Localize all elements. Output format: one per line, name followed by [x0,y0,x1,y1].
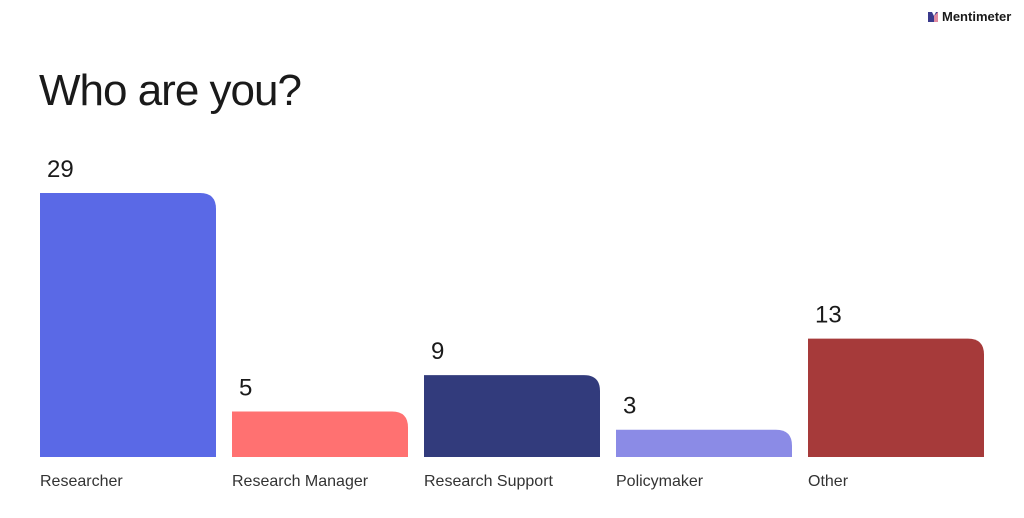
x-tick-label: Other [808,473,849,490]
brand: Mentimeter [942,9,1011,24]
bar [40,193,216,457]
chart-title: Who are you? [39,66,301,115]
bar [616,429,792,457]
x-tick-label: Policymaker [616,473,704,490]
value-label: 5 [239,374,252,401]
value-label: 3 [623,393,636,420]
bar [808,338,984,457]
x-tick-label: Research Manager [232,473,369,490]
x-tick-label: Researcher [40,473,123,490]
brand-logo [928,12,938,22]
x-tick-label: Research Support [424,473,554,490]
value-label: 29 [47,156,74,183]
value-label: 13 [815,302,842,329]
value-label: 9 [431,338,444,365]
bar [424,375,600,457]
bar [232,411,408,457]
